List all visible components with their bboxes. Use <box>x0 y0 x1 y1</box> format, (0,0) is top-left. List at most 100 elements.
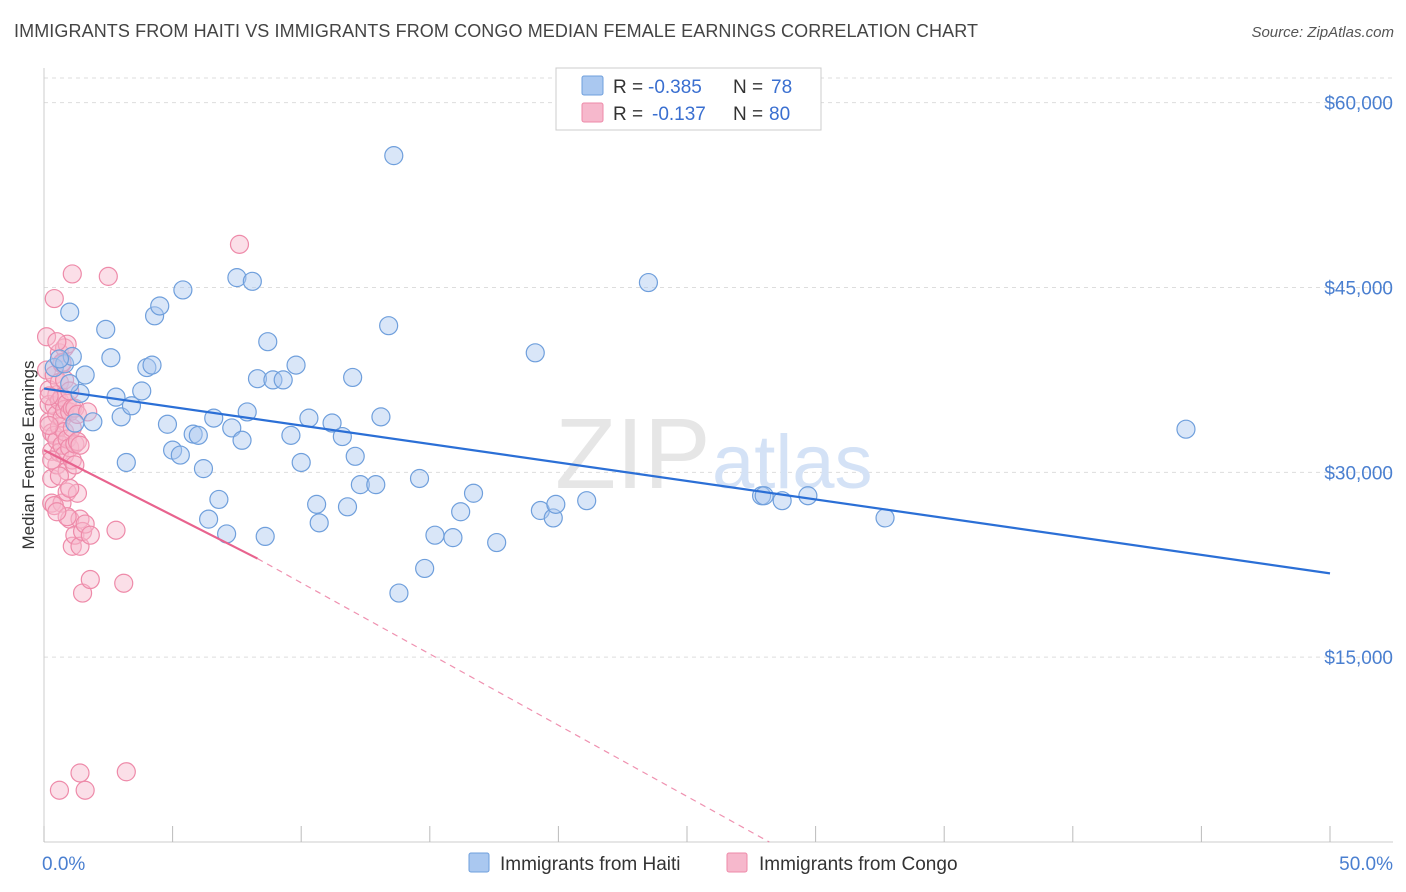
congo-point <box>116 762 136 782</box>
bottom-legend: Immigrants from Haiti Immigrants from Co… <box>468 852 958 875</box>
haiti-point <box>389 583 409 603</box>
y-tick-label: $45,000 <box>1324 278 1393 299</box>
haiti-point <box>137 357 157 378</box>
congo-point <box>49 466 70 486</box>
haiti-point <box>222 418 242 438</box>
haiti-point <box>463 483 484 503</box>
y-tick-label: $60,000 <box>1324 94 1393 115</box>
congo-point <box>80 525 100 545</box>
congo-point <box>47 502 67 522</box>
y-tick-label: $30,000 <box>1324 463 1393 484</box>
congo-point <box>47 332 67 352</box>
congo-points <box>36 234 250 800</box>
haiti-point <box>242 271 262 291</box>
congo-point <box>75 780 95 800</box>
haiti-point <box>199 509 219 529</box>
haiti-point <box>286 355 306 375</box>
haiti-point <box>345 446 365 466</box>
haiti-point <box>425 525 445 545</box>
congo-point <box>60 478 80 498</box>
haiti-point <box>1176 419 1196 439</box>
watermark: ZIP atlas <box>555 398 873 510</box>
y-tick-labels: $15,000 $30,000 $45,000 $60,000 <box>1324 94 1393 670</box>
haiti-point <box>157 414 178 434</box>
haiti-point <box>144 306 165 326</box>
watermark-atlas-text: atlas <box>712 420 873 505</box>
watermark-zip-text: ZIP <box>555 398 711 510</box>
haiti-point <box>96 319 116 339</box>
haiti-point <box>83 412 103 432</box>
bottom-legend-haiti-label: Immigrants from Haiti <box>500 854 681 875</box>
haiti-point <box>173 280 193 300</box>
haiti-point <box>132 381 152 401</box>
congo-point <box>39 415 59 436</box>
congo-point <box>229 234 250 254</box>
haiti-point <box>255 526 275 547</box>
haiti-point <box>193 459 214 479</box>
congo-point <box>75 514 95 534</box>
bottom-legend-haiti-swatch <box>468 852 490 873</box>
haiti-point <box>170 445 190 465</box>
haiti-point <box>209 489 229 510</box>
congo-point <box>57 507 77 527</box>
haiti-point <box>101 348 121 368</box>
haiti-point <box>443 528 463 548</box>
gridlines <box>44 77 1392 658</box>
congo-point <box>78 402 98 422</box>
congo-point <box>36 327 57 347</box>
haiti-point <box>150 296 170 316</box>
haiti-point <box>577 491 597 511</box>
legend-congo-r-label: R = <box>613 104 643 125</box>
legend-congo-n-label: N = <box>733 104 763 125</box>
congo-point <box>106 520 126 540</box>
congo-point <box>44 288 64 309</box>
haiti-point <box>188 425 208 445</box>
congo-point <box>114 573 134 593</box>
haiti-point <box>232 430 252 450</box>
y-tick-label: $15,000 <box>1324 648 1393 669</box>
haiti-point <box>379 316 399 336</box>
haiti-point <box>525 343 545 363</box>
legend-congo-r-value: -0.137 <box>652 104 706 125</box>
haiti-point <box>142 355 162 375</box>
haiti-point <box>371 407 391 427</box>
haiti-point <box>227 268 247 288</box>
congo-point <box>39 386 59 406</box>
haiti-point <box>415 558 435 579</box>
haiti-point <box>263 370 283 390</box>
chart-title: IMMIGRANTS FROM HAITI VS IMMIGRANTS FROM… <box>14 21 979 41</box>
haiti-point <box>366 475 386 495</box>
congo-point <box>62 264 82 284</box>
haiti-point <box>116 452 136 473</box>
x-tick-labels: 0.0% 50.0% <box>42 854 1393 875</box>
congo-point <box>70 435 90 455</box>
congo-point <box>62 536 82 556</box>
haiti-point <box>350 475 370 495</box>
haiti-point <box>322 413 342 433</box>
haiti-point <box>384 146 404 166</box>
haiti-point <box>273 370 293 390</box>
congo-trendline <box>43 449 258 560</box>
x-tick-label: 50.0% <box>1339 854 1393 875</box>
congo-point <box>70 763 90 783</box>
top-legend: R = -0.385 N = 78 R = -0.137 N = 80 <box>555 67 822 131</box>
haiti-point <box>409 468 430 489</box>
legend-haiti-n-value: 78 <box>771 77 792 98</box>
haiti-point <box>798 486 818 506</box>
haiti-point <box>451 502 471 522</box>
haiti-trendline <box>43 387 1331 575</box>
haiti-point <box>60 302 80 322</box>
bottom-legend-congo-label: Immigrants from Congo <box>759 854 958 875</box>
x-tick-label: 0.0% <box>42 854 85 875</box>
haiti-point <box>75 365 95 385</box>
legend-haiti-n-label: N = <box>733 77 763 98</box>
legend-haiti-r-value: -0.385 <box>648 77 702 98</box>
haiti-point <box>49 349 70 369</box>
haiti-point <box>247 369 268 389</box>
y-axis-label: Median Female Earnings <box>19 361 38 550</box>
haiti-point <box>487 532 507 553</box>
haiti-points <box>44 146 1196 603</box>
haiti-point <box>638 272 659 293</box>
source-credit: Source: ZipAtlas.com <box>1251 24 1394 41</box>
